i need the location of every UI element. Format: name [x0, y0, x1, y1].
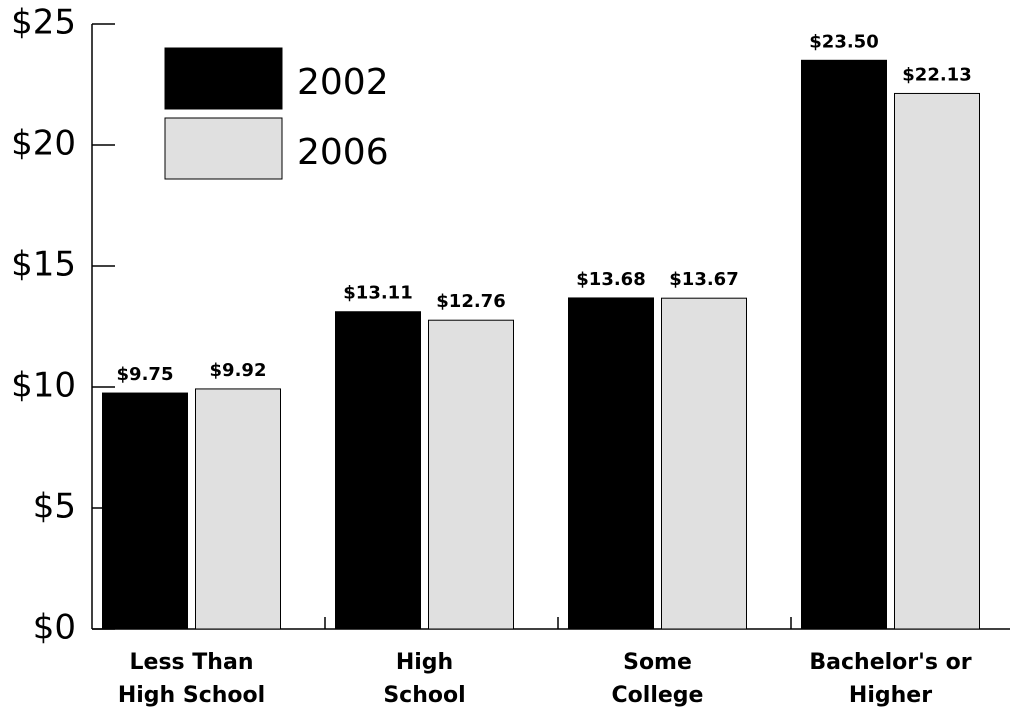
value-label: $9.92	[210, 360, 267, 381]
bar	[661, 297, 747, 630]
legend-swatch	[164, 47, 283, 110]
y-tick-label: $15	[11, 245, 76, 285]
y-tick-label: $25	[11, 3, 76, 43]
bar	[894, 92, 980, 630]
y-tick-label: $10	[11, 366, 76, 406]
value-label: $23.50	[809, 31, 878, 52]
legend-swatch	[164, 117, 283, 180]
x-tick-label: Less Than High School	[118, 650, 265, 708]
y-tick-label: $0	[33, 608, 76, 648]
bar	[335, 311, 421, 630]
legend-label: 2006	[297, 132, 389, 173]
bar	[428, 319, 514, 630]
x-tick-label: High School	[383, 650, 465, 708]
value-label: $13.11	[343, 283, 412, 304]
bar	[568, 297, 654, 630]
value-label: $12.76	[436, 291, 505, 312]
x-tick-label: Bachelor's or Higher	[809, 650, 971, 708]
y-tick-label: $20	[11, 124, 76, 164]
bar	[102, 392, 188, 630]
x-tick-label: Some College	[612, 650, 704, 708]
value-label: $13.68	[576, 269, 645, 290]
y-tick-label: $5	[33, 487, 76, 527]
value-label: $13.67	[669, 269, 738, 290]
value-label: $22.13	[902, 64, 971, 85]
bar	[801, 59, 887, 630]
value-label: $9.75	[117, 364, 174, 385]
bar	[195, 388, 281, 630]
legend-label: 2002	[297, 62, 389, 103]
